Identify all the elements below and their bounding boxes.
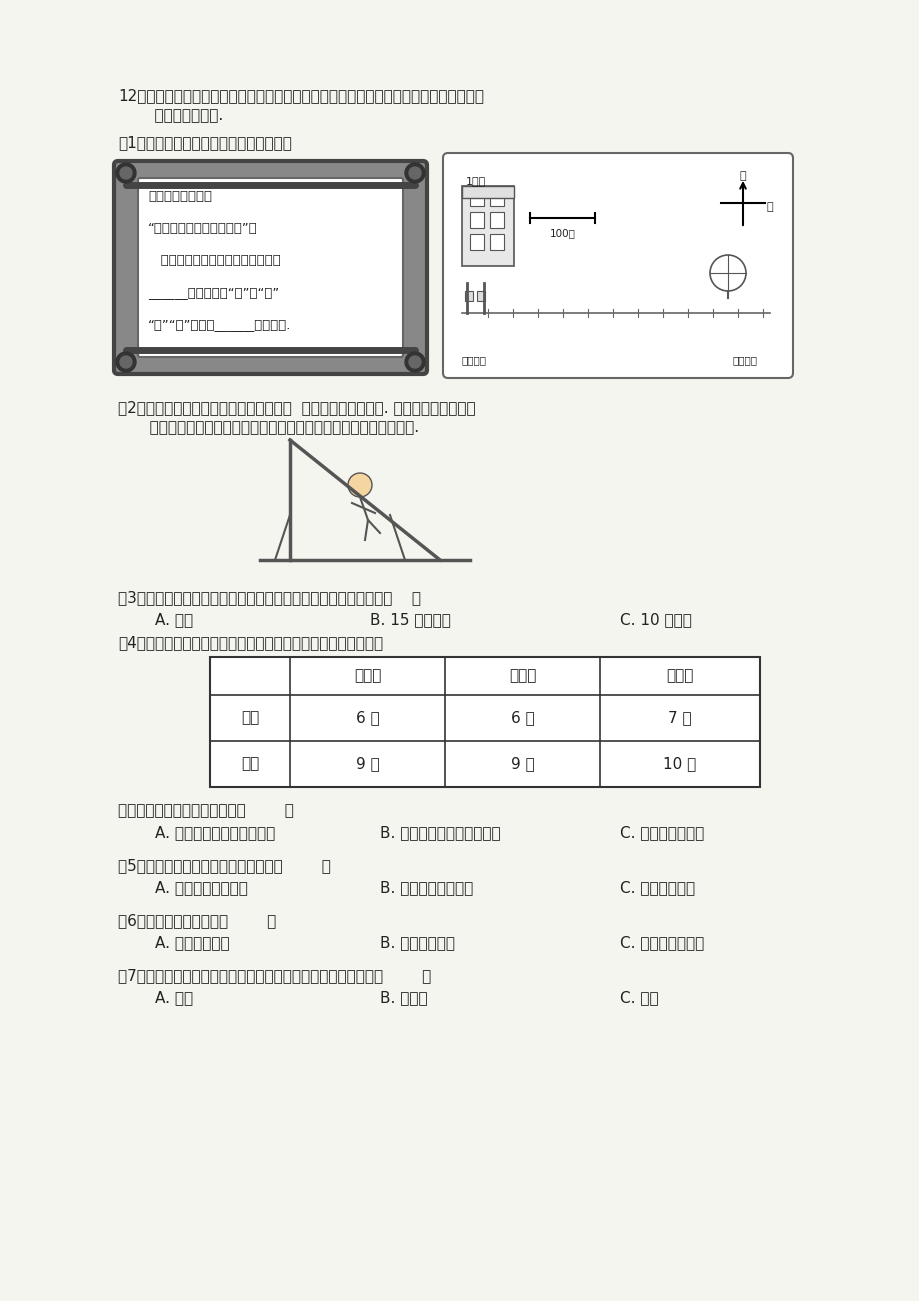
- Text: 6 秒: 6 秒: [510, 710, 534, 726]
- Text: （1）请将下面方框中的通知书填写完整。: （1）请将下面方框中的通知书填写完整。: [118, 135, 291, 150]
- Text: B. 自行车: B. 自行车: [380, 990, 427, 1004]
- Text: C. 飞机: C. 飞机: [619, 990, 658, 1004]
- Text: 12．为了迎接亚运会，小区新建了活动场地，孩子们画了新的小区地图（如下图所示），: 12．为了迎接亚运会，小区新建了活动场地，孩子们画了新的小区地图（如下图所示），: [118, 88, 483, 103]
- Bar: [490, 234, 504, 250]
- Text: 活动场地: 活动场地: [732, 355, 757, 366]
- Bar: [476, 291, 484, 301]
- Text: A. 相同距离，比较运动时间: A. 相同距离，比较运动时间: [154, 825, 275, 840]
- Bar: [490, 212, 504, 228]
- Text: （4）小鹿和小科分别测量了自己玩滑梯时的时间，数据如下表：: （4）小鹿和小科分别测量了自己玩滑梯时的时间，数据如下表：: [118, 635, 382, 650]
- Text: 6 秒: 6 秒: [356, 710, 379, 726]
- Circle shape: [116, 353, 136, 372]
- Text: C. 以上方法都不对: C. 以上方法都不对: [619, 825, 703, 840]
- Text: B. 使用秒表次数更多: B. 使用秒表次数更多: [380, 879, 472, 895]
- Text: 小科: 小科: [241, 756, 259, 771]
- Circle shape: [119, 167, 131, 180]
- Text: （3）小科同学想要知道小区里的新滑梯有多长，最合适的工具是（    ）: （3）小科同学想要知道小区里的新滑梯有多长，最合适的工具是（ ）: [118, 589, 421, 605]
- Text: A. 测量结果更加准确: A. 测量结果更加准确: [154, 879, 247, 895]
- Text: 10 秒: 10 秒: [663, 756, 696, 771]
- Text: 亲爱的各位居民：: 亲爱的各位居民：: [148, 190, 211, 203]
- Circle shape: [347, 474, 371, 497]
- Text: 滑滑梯。请以小鹿为运动点，用画一画的方式标注出她的运动轨迹.: 滑滑梯。请以小鹿为运动点，用画一画的方式标注出她的运动轨迹.: [135, 420, 419, 435]
- Bar: [470, 190, 483, 206]
- Text: C. 小鹿和小科一样: C. 小鹿和小科一样: [619, 935, 703, 950]
- Text: B. 15 厘米直尺: B. 15 厘米直尺: [369, 611, 450, 627]
- Text: 第一次: 第一次: [354, 669, 380, 683]
- FancyBboxPatch shape: [138, 178, 403, 356]
- Circle shape: [409, 167, 421, 180]
- Text: 小区大门: 小区大门: [461, 355, 486, 366]
- Text: C. 10 米软尺: C. 10 米软尺: [619, 611, 691, 627]
- Text: 上面表格中比较快慢的方法是（        ）: 上面表格中比较快慢的方法是（ ）: [118, 803, 293, 818]
- Circle shape: [409, 356, 421, 368]
- Text: 如图所示，活动场地在小区大门的: 如图所示，活动场地在小区大门的: [148, 254, 280, 267]
- Bar: [490, 190, 504, 206]
- Text: A. 小鹿比小科快: A. 小鹿比小科快: [154, 935, 230, 950]
- Text: （5）每人分别测量了三次，这是为了（        ）: （5）每人分别测量了三次，这是为了（ ）: [118, 857, 331, 873]
- Text: （7）下列交通工具，和小科玩滑梯时运动的快慢比较接近的是（        ）: （7）下列交通工具，和小科玩滑梯时运动的快慢比较接近的是（ ）: [118, 968, 431, 984]
- Text: 1号楼: 1号楼: [466, 176, 486, 186]
- Text: 9 秒: 9 秒: [510, 756, 534, 771]
- FancyBboxPatch shape: [443, 154, 792, 379]
- Circle shape: [116, 163, 136, 183]
- Text: 并制作了通知书.: 并制作了通知书.: [135, 108, 223, 124]
- Text: （6）下列结论正确的是（        ）: （6）下列结论正确的是（ ）: [118, 913, 276, 928]
- Text: B. 小科比小鹿快: B. 小科比小鹿快: [380, 935, 455, 950]
- Text: 7 秒: 7 秒: [667, 710, 691, 726]
- Bar: [210, 657, 759, 787]
- Circle shape: [404, 163, 425, 183]
- Text: “西”“北”）大约______米的地方.: “西”“北”）大约______米的地方.: [148, 317, 291, 330]
- FancyBboxPatch shape: [114, 161, 426, 373]
- Bar: [464, 291, 472, 301]
- Bar: [461, 186, 514, 198]
- Text: 东: 东: [766, 202, 773, 212]
- Text: 第二次: 第二次: [508, 669, 536, 683]
- Text: （2）孩子们很喜欢活动场地里的滑滑梯，  最爱比一比谁滑得快. 下图中小鹿同学正在: （2）孩子们很喜欢活动场地里的滑滑梯， 最爱比一比谁滑得快. 下图中小鹿同学正在: [118, 399, 475, 415]
- Text: 北: 北: [739, 170, 746, 181]
- Text: 100米: 100米: [549, 228, 574, 238]
- Bar: [470, 234, 483, 250]
- Text: B. 相同时间，比较运动距离: B. 相同时间，比较运动距离: [380, 825, 500, 840]
- Text: A. 动车: A. 动车: [154, 990, 193, 1004]
- Text: 第三次: 第三次: [665, 669, 693, 683]
- Text: ______方向（选填“东”、“南”: ______方向（选填“东”、“南”: [148, 286, 279, 299]
- Text: C. 实验时间更长: C. 实验时间更长: [619, 879, 695, 895]
- Text: “迎接亚运会，全民共健身”。: “迎接亚运会，全民共健身”。: [148, 222, 257, 235]
- Text: A. 秒表: A. 秒表: [154, 611, 193, 627]
- Bar: [461, 186, 514, 265]
- Bar: [470, 212, 483, 228]
- Text: 9 秒: 9 秒: [356, 756, 379, 771]
- Circle shape: [404, 353, 425, 372]
- Text: 小鹿: 小鹿: [241, 710, 259, 726]
- Circle shape: [119, 356, 131, 368]
